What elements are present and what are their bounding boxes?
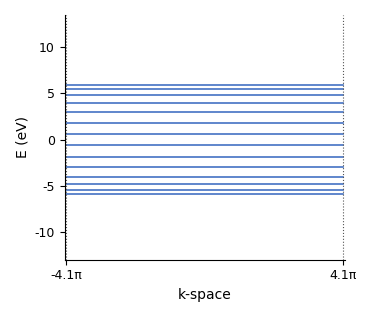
Y-axis label: E (eV): E (eV) <box>15 116 29 158</box>
X-axis label: k-space: k-space <box>178 288 232 302</box>
